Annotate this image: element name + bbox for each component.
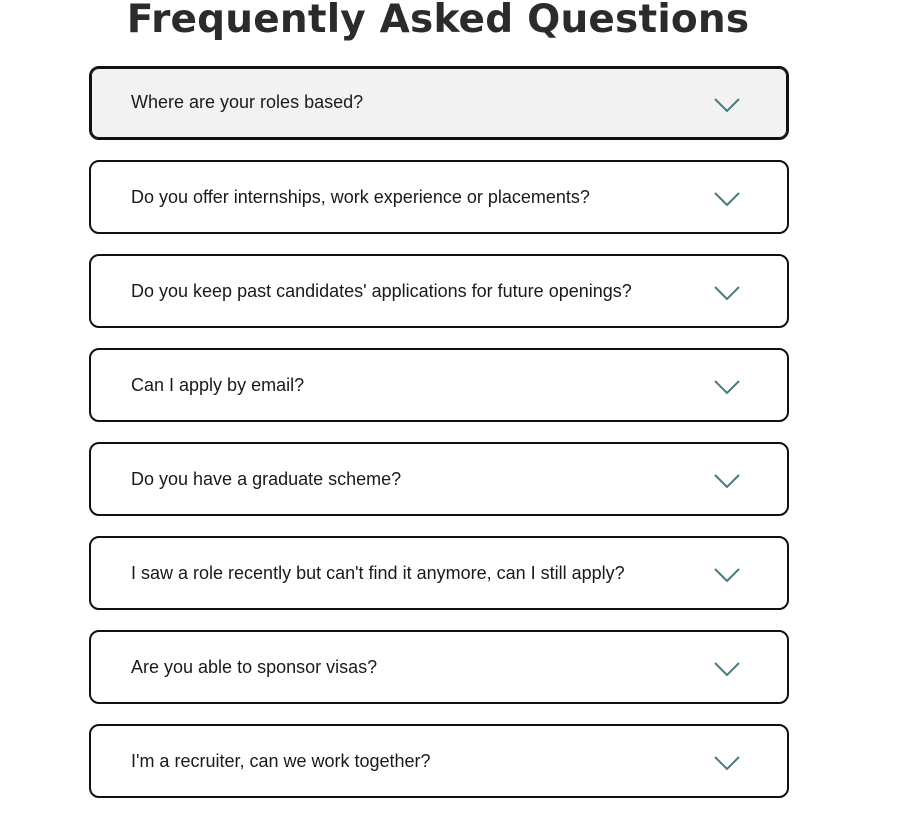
chevron-down-icon[interactable] — [713, 660, 741, 678]
faq-item-past-applications[interactable]: Do you keep past candidates' application… — [89, 254, 789, 328]
page-title: Frequently Asked Questions — [126, 0, 750, 42]
faq-question: Do you keep past candidates' application… — [131, 281, 632, 301]
faq-item-internships[interactable]: Do you offer internships, work experienc… — [89, 160, 789, 234]
faq-question: I'm a recruiter, can we work together? — [131, 751, 431, 771]
faq-item-recruiter[interactable]: I'm a recruiter, can we work together? — [89, 724, 789, 798]
faq-item-sponsor-visas[interactable]: Are you able to sponsor visas? — [89, 630, 789, 704]
faq-question: I saw a role recently but can't find it … — [131, 563, 625, 583]
faq-list: Where are your roles based? Do you offer… — [89, 66, 789, 818]
faq-question: Are you able to sponsor visas? — [131, 657, 378, 677]
faq-question: Do you offer internships, work experienc… — [131, 187, 590, 207]
chevron-down-icon[interactable] — [713, 190, 741, 208]
faq-item-graduate-scheme[interactable]: Do you have a graduate scheme? — [89, 442, 789, 516]
chevron-down-icon[interactable] — [713, 284, 741, 302]
chevron-down-icon[interactable] — [713, 566, 741, 584]
faq-item-apply-by-email[interactable]: Can I apply by email? — [89, 348, 789, 422]
chevron-down-icon[interactable] — [713, 378, 741, 396]
chevron-down-icon[interactable] — [713, 96, 741, 114]
faq-item-roles-based[interactable]: Where are your roles based? — [89, 66, 789, 140]
faq-item-role-recently-seen[interactable]: I saw a role recently but can't find it … — [89, 536, 789, 610]
chevron-down-icon[interactable] — [713, 754, 741, 772]
faq-question: Can I apply by email? — [131, 375, 305, 395]
faq-question: Where are your roles based? — [131, 92, 364, 112]
chevron-down-icon[interactable] — [713, 472, 741, 490]
faq-question: Do you have a graduate scheme? — [131, 469, 402, 489]
